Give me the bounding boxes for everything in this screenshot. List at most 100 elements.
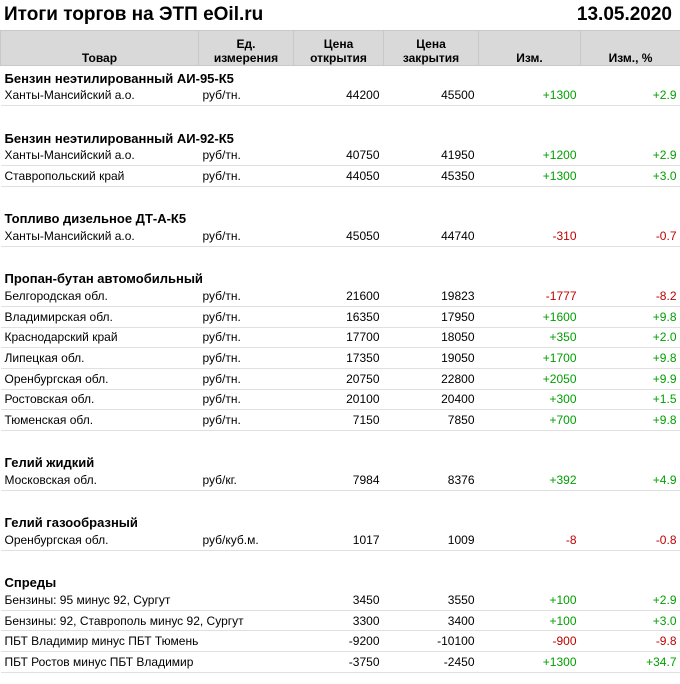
unit <box>198 630 294 653</box>
date: 13.05.2020 <box>576 4 672 25</box>
section-title: Топливо дизельное ДТ-А-К5 <box>4 211 187 227</box>
unit: руб/тн. <box>198 389 294 411</box>
change-pct: +3.0 <box>580 165 680 187</box>
item: Липецкая обл. <box>0 347 199 369</box>
change-pct: -8.2 <box>580 286 680 307</box>
unit <box>198 651 294 673</box>
data-row: Московская обл. руб/кг. 7984 8376 +392 +4.9 <box>0 470 680 491</box>
blank-cell <box>1 430 680 450</box>
change-pct: +9.9 <box>580 368 680 390</box>
data-row: Белгородская обл. руб/тн. 21600 19823 -1777-… <box>0 286 680 307</box>
close-price: 20400 <box>383 389 479 411</box>
close-price: 17950 <box>383 306 479 328</box>
blank-cell <box>1 246 680 266</box>
section-row: Бензин неэтилированный АИ-92-К5 <box>1 126 680 146</box>
open-price: -9200 <box>293 630 384 653</box>
open-price: 16350 <box>293 306 384 328</box>
open-price: 21600 <box>293 286 384 307</box>
item: Ханты-Мансийский а.о. <box>0 226 199 247</box>
change-pct: +4.9 <box>580 470 680 491</box>
table-body: Бензин неэтилированный АИ-95-К5 Ханты-Ман… <box>0 66 680 673</box>
change-pct: +2.0 <box>580 327 680 349</box>
section-title: Бензин неэтилированный АИ-95-К5 <box>4 70 234 86</box>
item: Ханты-Мансийский а.о. <box>0 85 199 107</box>
open-price: 1017 <box>293 530 384 551</box>
close-price: 3400 <box>383 610 479 632</box>
item: Оренбургская обл. <box>0 368 199 390</box>
column-header: Изм., % <box>580 30 680 66</box>
section-title: Гелий газообразный <box>4 515 138 531</box>
unit: руб/кг. <box>198 470 294 491</box>
change-pct: -0.8 <box>580 530 680 551</box>
blank-row <box>1 186 680 206</box>
unit: руб/тн. <box>198 306 294 328</box>
data-row: ПБТ Ростов минус ПБТ Владимир -3750 -2450 +… <box>0 651 680 673</box>
close-price: 45500 <box>383 85 479 107</box>
open-price: 7150 <box>293 409 384 431</box>
unit: руб/тн. <box>198 85 294 107</box>
column-header: Цена открытия <box>293 30 384 66</box>
unit <box>198 610 294 632</box>
close-price: 7850 <box>383 409 479 431</box>
change: +300 <box>478 389 581 411</box>
data-row: Ростовская обл. руб/тн. 20100 20400 +300 +1.5 <box>0 389 680 411</box>
change: +1300 <box>478 85 581 107</box>
change: -310 <box>478 226 581 247</box>
unit: руб/тн. <box>198 165 294 187</box>
section-row: Гелий жидкий <box>1 450 680 470</box>
item: Владимирская обл. <box>0 306 199 328</box>
change-pct: +34.7 <box>580 651 680 673</box>
section-title: Гелий жидкий <box>4 455 95 471</box>
section-row: Пропан-бутан автомобильный <box>1 267 680 287</box>
change-pct: +2.9 <box>580 85 680 107</box>
results-table: Товар Ед. измерения Цена открытия Цена закр… <box>0 30 680 673</box>
column-header: Товар <box>0 30 199 66</box>
item: Ростовская обл. <box>0 389 199 411</box>
item: Оренбургская обл. <box>0 530 199 551</box>
change: +392 <box>478 470 581 491</box>
change: +1300 <box>478 651 581 673</box>
close-price: 1009 <box>383 530 479 551</box>
open-price: 7984 <box>293 470 384 491</box>
item: Тюменская обл. <box>0 409 199 431</box>
section-title: Пропан-бутан автомобильный <box>4 271 203 287</box>
item: ПБТ Ростов минус ПБТ Владимир <box>0 651 199 673</box>
unit: руб/тн. <box>198 286 294 307</box>
open-price: 17700 <box>293 327 384 349</box>
data-row: Ханты-Мансийский а.о. руб/тн. 40750 41950 +1… <box>0 145 680 167</box>
header-row: Товар Ед. измерения Цена открытия Цена закр… <box>0 30 680 66</box>
section-title: Спреды <box>4 575 57 591</box>
open-price: 17350 <box>293 347 384 369</box>
section-title: Бензин неэтилированный АИ-92-К5 <box>4 130 234 146</box>
close-price: 3550 <box>383 590 479 611</box>
change-pct: +9.8 <box>580 409 680 431</box>
title: Итоги торгов на ЭТП eOil.ru <box>4 4 264 25</box>
unit: руб/тн. <box>198 327 294 349</box>
item: Бензины: 95 минус 92, Сургут <box>0 590 199 611</box>
close-price: 22800 <box>383 368 479 390</box>
change: +1600 <box>478 306 581 328</box>
unit: руб/тн. <box>198 409 294 431</box>
close-price: 19823 <box>383 286 479 307</box>
section-row: Бензин неэтилированный АИ-95-К5 <box>1 66 680 86</box>
data-row: Бензины: 95 минус 92, Сургут 3450 3550 +100… <box>0 590 680 611</box>
change-pct: +9.8 <box>580 347 680 369</box>
item: Московская обл. <box>0 470 199 491</box>
close-price: 19050 <box>383 347 479 369</box>
unit: руб/тн. <box>198 347 294 369</box>
change: +2050 <box>478 368 581 390</box>
data-row: Тюменская обл. руб/тн. 7150 7850 +700 +9.8 <box>0 409 680 431</box>
item: Бензины: 92, Ставрополь минус 92, Сургут <box>0 610 244 632</box>
blank-row <box>1 106 680 126</box>
unit <box>198 590 294 611</box>
change-pct: -9.8 <box>580 630 680 653</box>
change-pct: +3.0 <box>580 610 680 632</box>
column-header: Цена закрытия <box>383 30 479 66</box>
close-price: 8376 <box>383 470 479 491</box>
open-price: 44050 <box>293 165 384 187</box>
change: -8 <box>478 530 581 551</box>
column-header: Изм. <box>478 30 581 66</box>
change: -1777 <box>478 286 581 307</box>
change: +1200 <box>478 145 581 167</box>
open-price: 44200 <box>293 85 384 107</box>
